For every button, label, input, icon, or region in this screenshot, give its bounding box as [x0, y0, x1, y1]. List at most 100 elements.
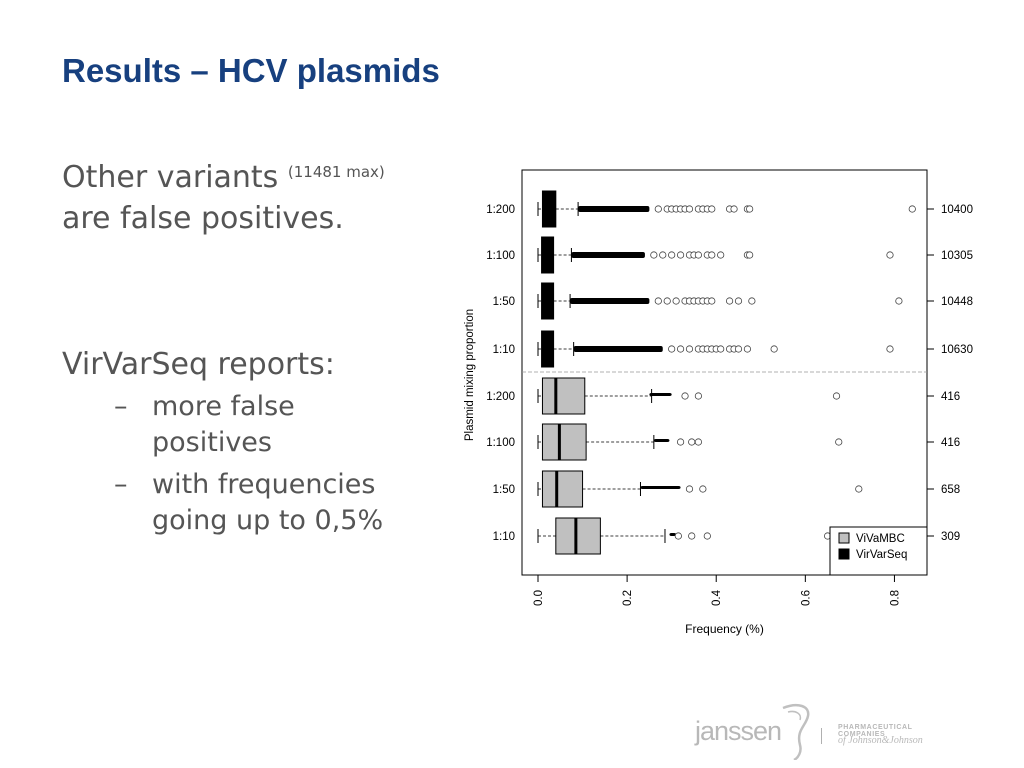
bullet-dash: –: [114, 391, 128, 422]
paragraph-virvarseq: VirVarSeq reports:: [62, 347, 335, 382]
count-label: 10305: [941, 250, 973, 262]
outlier-point: [746, 205, 754, 213]
category-label: 1:10: [493, 344, 515, 356]
outlier-point: [672, 297, 680, 305]
x-tick-label: 0.4: [711, 589, 723, 606]
bullet-item: – more false positives: [62, 389, 462, 461]
bullet-dash: –: [114, 469, 128, 500]
count-label: 309: [941, 531, 960, 543]
legend-label: ViVaMBC: [856, 533, 905, 545]
outlier-band: [640, 486, 681, 489]
outlier-band: [669, 533, 677, 536]
count-label: 658: [941, 484, 960, 496]
logo-line2: of Johnson&Johnson: [838, 735, 923, 746]
outlier-point: [668, 345, 676, 353]
outlier-point: [743, 345, 752, 353]
category-label: 1:100: [486, 437, 515, 449]
bullet-text: more false positives: [152, 391, 295, 458]
paragraph-false-positives: Other variants (11481 max) are false pos…: [62, 152, 462, 239]
outlier-band: [578, 206, 650, 212]
slide-title: Results – HCV plasmids: [62, 52, 440, 89]
outlier-point: [676, 438, 685, 446]
category-label: 1:50: [493, 484, 515, 496]
x-axis-label: Frequency (%): [685, 622, 764, 636]
outlier-point: [685, 205, 694, 213]
count-label: 416: [941, 437, 960, 449]
outlier-point: [734, 345, 743, 353]
box: [541, 377, 586, 415]
x-tick-label: 0.8: [889, 590, 901, 606]
outlier-point: [694, 438, 702, 446]
count-label: 416: [941, 391, 960, 403]
outlier-band: [649, 393, 672, 396]
count-label: 10630: [941, 344, 973, 356]
logo-name: janssen: [695, 716, 782, 746]
boxplot-chart: 1:200 1:100 1:50 1:10 1:200 1:100 1:50 1:10 1040…: [464, 169, 973, 636]
outlier-point: [748, 297, 756, 305]
outlier-point: [694, 251, 702, 259]
outlier-point: [681, 392, 689, 400]
bullet-item: – with frequencies going up to 0,5%: [62, 467, 462, 539]
outlier-point: [708, 251, 716, 259]
legend-label: VirVarSeq: [856, 549, 907, 561]
box: [541, 423, 587, 461]
outlier-point: [734, 297, 743, 305]
outlier-point: [708, 297, 716, 305]
janssen-logo: janssen PHARMACEUTICAL COMPANIES of John…: [690, 700, 960, 760]
legend-swatch: [838, 548, 850, 560]
outlier-point: [688, 438, 696, 446]
logo-separator: [821, 728, 822, 744]
count-label: 10400: [941, 204, 973, 216]
outlier-point: [895, 297, 903, 305]
x-tick-label: 0.2: [622, 590, 634, 606]
outlier-band: [653, 439, 670, 442]
outlier-point: [770, 345, 778, 353]
outlier-band: [573, 346, 663, 352]
para1-main: Other variants: [62, 160, 279, 195]
outlier-point: [654, 297, 662, 305]
category-label: 1:200: [486, 391, 515, 403]
outlier-point: [886, 251, 894, 259]
outlier-point: [663, 297, 671, 305]
logo-swirl-icon: [782, 704, 810, 760]
outlier-point: [685, 345, 694, 353]
plot-frame: [521, 169, 928, 576]
outlier-point: [650, 251, 658, 259]
outlier-band: [571, 252, 645, 258]
x-tick-label: 0.6: [800, 590, 812, 606]
box: [555, 517, 601, 555]
outlier-point: [730, 205, 738, 213]
category-label: 1:10: [493, 531, 515, 543]
x-tick-label: 0.0: [533, 590, 545, 606]
legend-swatch: [838, 532, 850, 544]
outlier-point: [694, 392, 702, 400]
outlier-point: [708, 205, 716, 213]
outlier-point: [832, 392, 841, 400]
outlier-point: [717, 345, 725, 353]
outlier-point: [835, 438, 843, 446]
para1-rest: are false positives.: [62, 201, 344, 236]
logo-line1: PHARMACEUTICAL COMPANIES: [838, 724, 913, 738]
bullet-text: with frequencies going up to 0,5%: [152, 469, 384, 536]
box: [541, 470, 584, 508]
outlier-point: [886, 345, 894, 353]
category-label: 1:50: [493, 296, 515, 308]
outlier-point: [746, 251, 754, 259]
para1-small-note: (11481 max): [287, 163, 385, 181]
outlier-point: [725, 297, 734, 305]
count-label: 10448: [941, 296, 973, 308]
outlier-point: [676, 345, 685, 353]
outlier-point: [703, 532, 711, 540]
slide-text: Other variants (11481 max) are false pos…: [62, 152, 462, 545]
outlier-point: [717, 251, 725, 259]
outlier-point: [654, 205, 662, 213]
outlier-point: [676, 251, 685, 259]
outlier-band: [570, 298, 650, 304]
bullet-list: – more false positives – with frequencies …: [62, 389, 462, 539]
outlier-point: [668, 251, 676, 259]
category-label: 1:100: [486, 250, 515, 262]
outlier-point: [908, 205, 916, 213]
outlier-point: [659, 251, 667, 259]
outlier-point: [688, 532, 696, 540]
category-label: 1:200: [486, 204, 515, 216]
